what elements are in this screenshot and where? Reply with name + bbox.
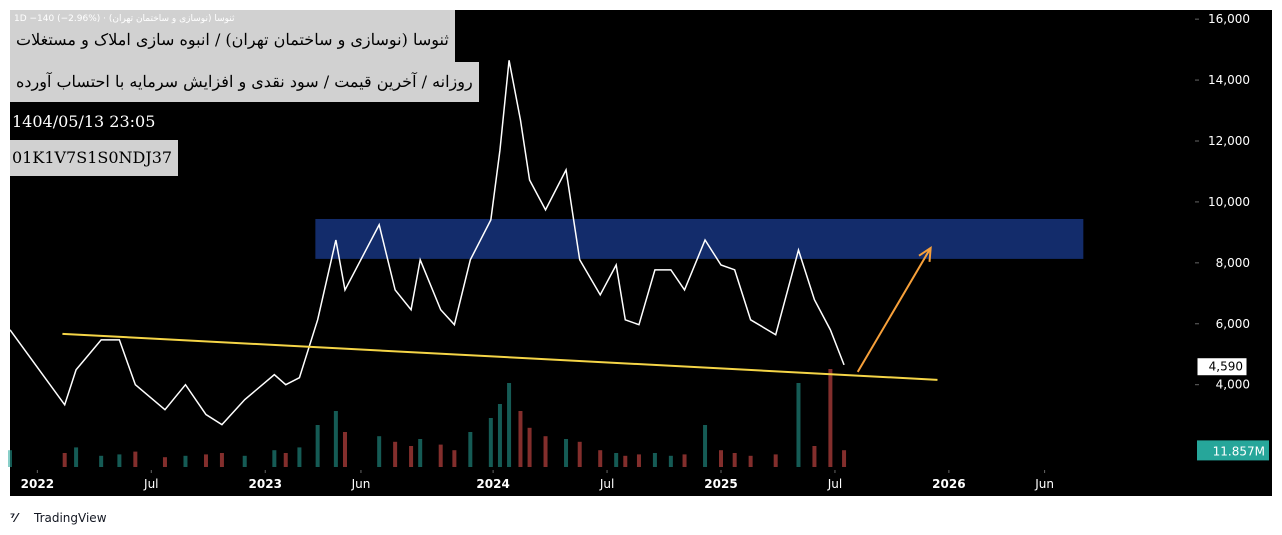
last-price-box	[1196, 357, 1248, 377]
volume-bar	[342, 432, 347, 467]
volume-bar	[62, 453, 67, 467]
x-tick-label: 2025	[704, 477, 737, 491]
volume-bar	[242, 455, 247, 467]
volume-bar	[507, 383, 512, 467]
x-tick-label: 2022	[21, 477, 54, 491]
volume-bar	[219, 453, 224, 467]
subtitle-box: روزانه / آخرین قیمت / سود نقدی و افزایش …	[10, 62, 479, 102]
volume-bar	[732, 453, 737, 467]
volume-bar	[719, 450, 723, 467]
y-tick-label: 16,000	[1208, 12, 1250, 26]
last-volume-label: 11.857M	[1213, 444, 1265, 458]
volume-bar	[117, 454, 122, 467]
time-axis	[10, 470, 1272, 496]
volume-bar	[488, 418, 493, 467]
volume-bar	[393, 441, 398, 467]
subtitle: روزانه / آخرین قیمت / سود نقدی و افزایش …	[16, 72, 473, 91]
volume-bar	[333, 411, 338, 467]
volume-bar	[8, 450, 12, 467]
volume-bar	[283, 453, 288, 467]
volume-bar	[409, 446, 414, 467]
volume-bar	[577, 441, 582, 467]
volume-bar	[438, 444, 443, 467]
y-tick-label: 4,000	[1216, 378, 1250, 392]
volume-bar	[812, 446, 817, 467]
datetime-box: 1404/05/13 23:05	[10, 102, 162, 142]
id-box: 01K1V7S1S0NDJ37	[10, 140, 179, 176]
volume-bar	[828, 369, 833, 467]
volume-bar	[842, 450, 847, 467]
volume-bar	[468, 432, 473, 467]
x-tick-label: Jul	[599, 477, 614, 491]
x-tick-label: Jun	[351, 477, 371, 491]
title-box: ثنوسا (نوسازی و ساختمان تهران) / انبوه س…	[10, 10, 455, 62]
volume-bar	[497, 404, 502, 467]
volume-bar	[452, 450, 457, 467]
x-tick-label: Jul	[143, 477, 158, 491]
volume-bar	[203, 454, 208, 467]
y-tick-label: 12,000	[1208, 134, 1250, 148]
volume-bar	[377, 436, 382, 467]
trendline	[62, 332, 938, 381]
x-tick-label: 2024	[476, 477, 509, 491]
x-tick-label: Jun	[1034, 477, 1054, 491]
volume-bar	[543, 436, 548, 467]
y-tick-label: 10,000	[1208, 195, 1250, 209]
arrow	[856, 245, 932, 373]
volume-bar	[99, 455, 104, 467]
x-tick-label: Jul	[827, 477, 842, 491]
datetime: 1404/05/13 23:05	[12, 112, 156, 131]
volume-bar	[682, 454, 687, 467]
x-tick-label: 2023	[249, 477, 282, 491]
volume-bar	[418, 439, 423, 467]
y-tick-label: 14,000	[1208, 73, 1250, 87]
volume-bar	[133, 451, 138, 467]
volume-bar	[614, 453, 619, 467]
volume-bar	[564, 439, 569, 467]
volume-bar	[773, 454, 778, 467]
volume-bar	[527, 427, 532, 467]
y-tick-label: 6,000	[1216, 317, 1250, 331]
volume-bar	[623, 455, 628, 467]
last-price-label: 4,590	[1209, 360, 1243, 374]
brand: TradingView	[33, 511, 107, 525]
volume-bar	[74, 447, 79, 467]
volume-bar	[315, 425, 320, 467]
volume-bar	[518, 411, 523, 467]
brand-logo: ⁷⁄	[10, 511, 20, 525]
volume-bar	[183, 455, 188, 467]
volume-bar	[636, 454, 641, 467]
symbol-line: ثنوسا (نوسازی و ساختمان تهران) · 1D −140…	[14, 14, 235, 24]
volume-bar	[272, 450, 277, 467]
id: 01K1V7S1S0NDJ37	[12, 148, 173, 167]
volume-bar	[703, 425, 708, 467]
volume-bar	[162, 457, 167, 467]
price-line	[9, 60, 845, 426]
title: ثنوسا (نوسازی و ساختمان تهران) / انبوه س…	[16, 30, 449, 49]
last-volume-box	[1197, 440, 1269, 461]
volume-bar	[652, 453, 657, 467]
volume-bar	[668, 455, 673, 467]
volume-bar	[796, 383, 801, 467]
y-tick-label: 8,000	[1216, 256, 1250, 270]
volume-bar	[598, 450, 603, 467]
price-axis	[1195, 10, 1272, 470]
volume-bar	[748, 455, 753, 467]
x-tick-label: 2026	[932, 477, 965, 491]
volume-bar	[297, 447, 302, 467]
